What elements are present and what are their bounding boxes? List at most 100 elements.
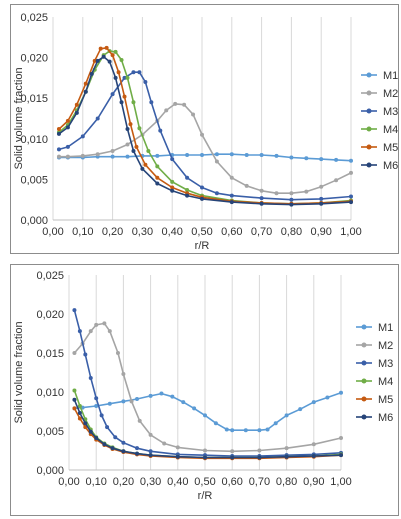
data-point-m6: [125, 127, 130, 132]
data-point-m4: [113, 49, 118, 54]
data-point-m2: [72, 351, 77, 355]
data-point-m5: [170, 185, 175, 190]
data-point-m1: [214, 152, 219, 157]
chart-bottom-svg: 0,000 0,005 0,010 0,015 0,020 0,025 0,00 0,10 0,…: [13, 270, 393, 502]
legend-label-m4: M4: [383, 124, 398, 136]
data-point-m3: [110, 92, 115, 97]
data-point-m1: [273, 421, 278, 426]
series-line-m6: [58, 55, 352, 206]
data-point-m3: [65, 144, 70, 149]
series-line-m5: [58, 47, 352, 205]
data-point-m6: [121, 449, 126, 454]
data-point-m1: [203, 413, 207, 418]
data-point-m1: [213, 421, 218, 426]
data-point-m2: [203, 448, 207, 453]
data-point-m1: [349, 158, 353, 163]
data-point-m1: [181, 400, 186, 405]
data-point-m3: [149, 100, 154, 105]
data-point-m3: [72, 308, 77, 313]
data-point-m1: [265, 427, 270, 432]
data-point-m6: [110, 446, 115, 451]
data-point-m6: [83, 89, 88, 94]
y-axis-title: Solid volume fraction: [13, 321, 25, 423]
data-point-m5: [134, 144, 139, 149]
legend-marker-m4: [366, 126, 372, 132]
chart-panel-top: 0,000 0,005 0,010 0,015 0,020 0,025 0,00 0,10 0,…: [10, 4, 399, 254]
data-point-m3: [158, 128, 163, 133]
data-point-m6: [77, 411, 82, 416]
y-tick-label: 0,020: [36, 309, 64, 321]
data-point-m1: [334, 157, 339, 162]
data-point-m3: [105, 425, 110, 430]
y-tick-label: 0,010: [20, 134, 48, 146]
data-point-m1: [284, 413, 289, 418]
data-point-m2: [115, 351, 120, 355]
data-point-m6: [148, 453, 153, 458]
data-point-m5: [56, 127, 61, 132]
data-point-m6: [107, 59, 112, 64]
data-point-m6: [119, 100, 124, 105]
data-point-m5: [72, 406, 77, 411]
data-point-m3: [148, 449, 153, 454]
data-point-m6: [259, 201, 264, 206]
data-point-m2: [274, 191, 279, 196]
data-point-m2: [289, 191, 294, 196]
data-point-m6: [170, 188, 175, 193]
data-point-m1: [94, 404, 99, 409]
series-line-m3: [58, 71, 352, 201]
y-tick-label: 0,005: [20, 174, 48, 186]
y-tick-label: 0,015: [36, 348, 64, 360]
data-point-m3: [349, 194, 353, 199]
data-point-m3: [200, 185, 204, 190]
data-point-m2: [80, 153, 85, 158]
data-point-m2: [94, 322, 99, 327]
data-point-m2: [200, 132, 204, 137]
x-axis-title: r/R: [195, 240, 210, 252]
legend-marker-m3: [366, 108, 372, 114]
data-point-m4: [125, 75, 130, 80]
data-point-m2: [107, 329, 112, 334]
data-point-m6: [83, 421, 88, 426]
legend-label-m2: M2: [383, 88, 398, 100]
y-tick-label: 0,000: [20, 215, 48, 227]
series-line-m3: [73, 309, 342, 457]
legend-label-m4: M4: [378, 376, 393, 388]
data-point-m6: [175, 454, 180, 459]
data-point-m1: [125, 154, 130, 159]
y-tick-label: 0,020: [20, 53, 48, 65]
data-point-m2: [137, 418, 142, 423]
data-point-m2: [259, 188, 264, 193]
data-point-m1: [110, 154, 115, 159]
data-point-m2: [311, 442, 316, 447]
data-point-m1: [107, 401, 112, 406]
data-point-m1: [289, 155, 294, 160]
data-point-m1: [135, 397, 139, 402]
data-point-m1: [121, 399, 126, 404]
data-point-m2: [95, 152, 100, 157]
data-point-m6: [230, 455, 235, 460]
data-point-m3: [122, 75, 127, 80]
data-point-m3: [99, 413, 104, 418]
data-point-m3: [185, 175, 190, 180]
data-point-m1: [259, 153, 264, 158]
legend-marker-m6: [361, 414, 367, 420]
data-point-m5: [77, 416, 82, 421]
data-point-m2: [175, 445, 180, 450]
data-point-m6: [72, 397, 77, 402]
data-point-m2: [230, 449, 235, 454]
data-point-m5: [128, 122, 133, 127]
data-point-m6: [65, 125, 70, 130]
data-point-m3: [170, 157, 175, 162]
y-axis-title: Solid volume fraction: [13, 67, 25, 169]
data-point-m1: [170, 394, 175, 399]
x-tick-label: 1,00: [330, 476, 351, 488]
legend-label-m5: M5: [378, 394, 393, 406]
legend-label-m3: M3: [378, 358, 393, 370]
legend-label-m1: M1: [378, 322, 393, 334]
y-tick-label: 0,015: [20, 93, 48, 105]
chart-top-svg: 0,000 0,005 0,010 0,015 0,020 0,025 0,00 0,10 0,…: [13, 12, 398, 252]
data-point-m6: [289, 202, 294, 207]
data-point-m1: [230, 428, 235, 433]
data-point-m6: [229, 200, 234, 205]
data-point-m6: [74, 110, 79, 115]
